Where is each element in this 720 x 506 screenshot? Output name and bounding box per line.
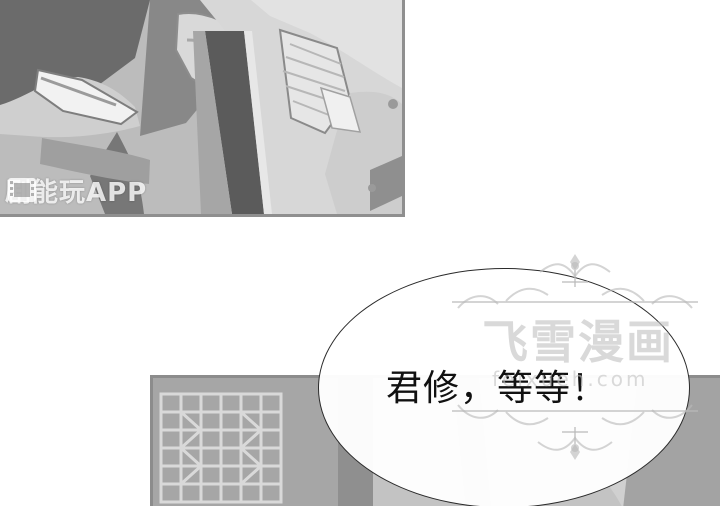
film-strip-icon (8, 178, 36, 202)
speech-bubble (318, 268, 690, 506)
site-watermark-url: feixueh.com (492, 367, 649, 391)
man-holding-phone-illustration (0, 0, 402, 214)
site-watermark-title: 飞雪漫画 (482, 315, 674, 369)
top-comic-panel: 剧能玩APP (0, 0, 405, 217)
app-watermark: 剧能玩APP (5, 173, 147, 208)
